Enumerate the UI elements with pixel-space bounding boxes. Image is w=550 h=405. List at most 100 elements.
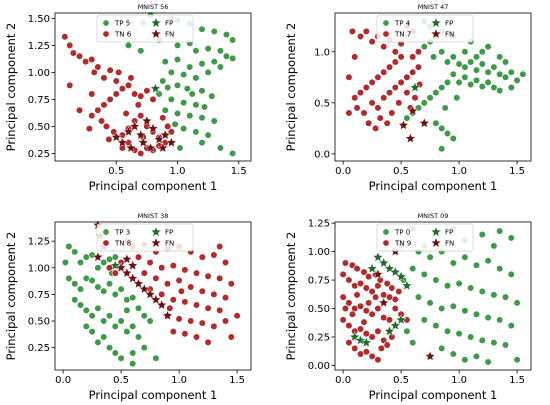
scatter-panel-1: MNIST 47 0.0 0.5 1.0 1.5 0.0 0.5 1.0 Principal c… <box>284 3 532 193</box>
data-point-star <box>372 268 384 280</box>
data-point-star <box>384 325 395 336</box>
data-point <box>403 327 411 335</box>
data-point <box>210 117 218 125</box>
data-point <box>192 74 200 82</box>
data-point <box>496 86 504 95</box>
data-point <box>210 251 218 259</box>
data-point <box>388 284 396 292</box>
legend-box <box>376 14 474 43</box>
data-point <box>94 304 102 312</box>
data-point <box>438 304 446 313</box>
data-point <box>88 55 96 64</box>
data-point <box>76 285 85 293</box>
data-point <box>356 279 365 288</box>
data-point <box>365 273 373 281</box>
data-point <box>383 341 391 349</box>
data-point <box>192 128 200 136</box>
data-point <box>117 285 125 293</box>
data-point <box>76 258 85 267</box>
data-point <box>420 43 428 51</box>
data-point-star <box>135 129 147 140</box>
y-tick-label: 1.00 <box>28 263 50 274</box>
data-point <box>152 354 160 362</box>
data-point-star <box>137 136 149 148</box>
data-point <box>137 92 145 100</box>
data-point <box>513 356 521 364</box>
data-point <box>371 124 380 132</box>
data-point <box>341 304 350 313</box>
data-point <box>229 149 237 158</box>
legend-star-marker <box>150 17 162 28</box>
data-point <box>187 283 195 291</box>
data-point <box>176 144 184 152</box>
data-point <box>111 269 119 277</box>
legend-label: TP 3 <box>114 229 130 237</box>
y-tick-label: 1.0 <box>314 47 330 58</box>
panel-title: MNIST 47 <box>418 3 449 11</box>
data-point <box>356 325 365 333</box>
data-point <box>181 330 189 338</box>
data-point-star <box>150 82 161 94</box>
data-point <box>380 68 388 76</box>
data-point <box>403 89 411 97</box>
data-point-star <box>125 142 137 153</box>
data-point <box>490 339 498 347</box>
data-point <box>455 78 463 87</box>
data-point <box>131 90 139 98</box>
data-point <box>140 344 148 352</box>
data-point <box>383 119 391 127</box>
data-point <box>94 338 102 346</box>
data-point <box>198 319 206 327</box>
data-point-star <box>145 142 156 153</box>
data-point <box>496 227 504 235</box>
data-point-star <box>360 336 372 348</box>
data-point <box>164 122 172 131</box>
data-point <box>181 298 189 306</box>
data-point <box>374 73 382 81</box>
data-point <box>362 27 370 35</box>
plot-frame <box>54 12 252 162</box>
data-point <box>351 344 359 352</box>
data-point-star <box>92 251 104 262</box>
data-point-star <box>129 120 141 132</box>
data-point <box>163 280 172 288</box>
data-point <box>438 344 446 352</box>
data-point <box>173 81 182 89</box>
y-axis-label: Principal component 2 <box>284 232 298 361</box>
data-point <box>449 70 457 78</box>
data-point <box>187 317 195 325</box>
data-point <box>88 276 96 285</box>
data-point <box>391 48 399 56</box>
data-point <box>192 101 200 109</box>
legend-circle-marker <box>102 239 110 247</box>
data-point <box>443 129 452 138</box>
data-point <box>429 53 438 61</box>
data-point <box>229 36 237 44</box>
data-point <box>455 279 463 288</box>
legend-circle-marker <box>102 19 110 27</box>
data-point <box>71 280 79 288</box>
data-point <box>94 283 102 291</box>
legend: TP 3 TN 8 FP FN <box>96 223 194 252</box>
legend-label: TP 4 <box>394 20 411 28</box>
data-point <box>137 47 145 55</box>
data-point <box>82 322 90 330</box>
data-point <box>455 329 463 338</box>
data-point <box>409 265 417 273</box>
data-point <box>484 68 492 76</box>
data-point <box>490 291 498 299</box>
data-point <box>484 43 492 51</box>
data-point-star <box>162 309 173 321</box>
legend-star-marker <box>430 17 442 28</box>
y-tick-label: 1.25 <box>308 219 330 230</box>
data-point <box>391 304 399 313</box>
data-point <box>426 299 434 307</box>
y-tick-label: 0.25 <box>28 149 50 160</box>
y-tick-label: 0.50 <box>28 122 50 133</box>
data-point <box>467 284 475 292</box>
data-point <box>192 269 201 277</box>
data-point <box>198 25 206 33</box>
data-point <box>374 356 382 364</box>
data-point <box>161 106 169 114</box>
data-point <box>100 258 108 267</box>
